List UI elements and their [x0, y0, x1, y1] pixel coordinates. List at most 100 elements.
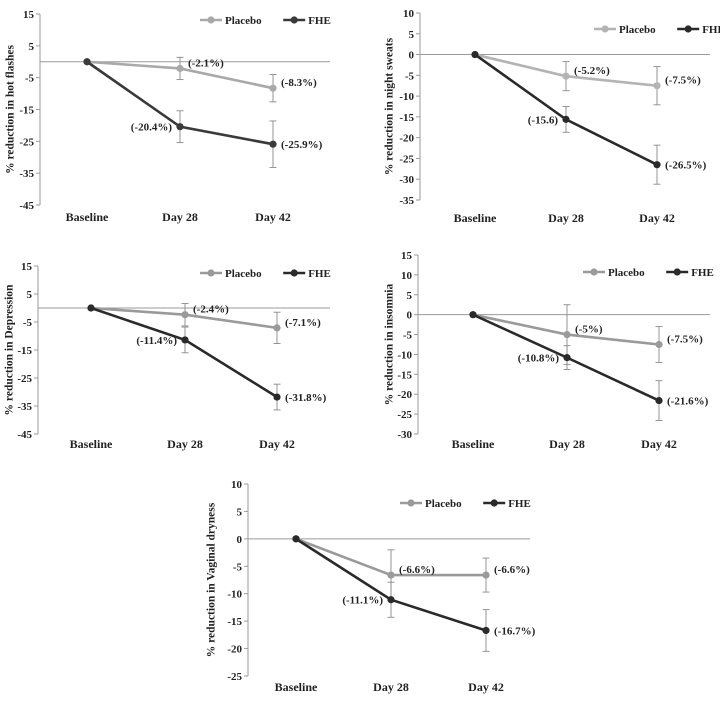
y-tick-label: -5: [23, 317, 33, 329]
data-point: [273, 393, 280, 400]
y-tick-label: -15: [227, 616, 242, 628]
series-placebo: (-5%) (-7.5%): [469, 305, 703, 365]
y-tick-label: -25: [227, 671, 242, 683]
data-label: (-16.7%): [494, 625, 536, 637]
y-tick-label: -35: [19, 168, 34, 180]
y-tick-label: -35: [17, 401, 32, 413]
data-label: (-25.9%): [281, 139, 323, 151]
legend-marker: [491, 499, 498, 506]
y-tick-label: 0: [237, 534, 243, 546]
data-label: (-11.1%): [342, 595, 383, 607]
x-tick-label: Baseline: [452, 437, 495, 451]
data-label: (-11.4%): [136, 335, 177, 347]
legend-marker: [674, 268, 681, 275]
data-point: [482, 627, 489, 634]
figure: 15 5 -5 -15 -25 -35 -45 % reduction in hot flas…: [0, 0, 720, 701]
data-label: (-2.1%): [188, 57, 224, 69]
y-tick-label: -15: [399, 112, 414, 124]
y-tick-label: -5: [405, 70, 415, 82]
y-tick-label: -10: [399, 91, 414, 103]
y-axis-label: % reduction in hot flashes: [5, 45, 17, 174]
y-axis-label: % reduction in insomnia: [384, 283, 396, 405]
x-tick-label: Day 42: [259, 437, 295, 451]
legend-label: Placebo: [608, 267, 645, 279]
x-tick-label: Day 42: [639, 211, 675, 225]
y-axis-label: % reduction in night sweats: [384, 37, 396, 175]
x-tick-label: Day 42: [255, 210, 291, 224]
legend-marker: [207, 269, 214, 276]
y-tick-label: -5: [233, 561, 243, 573]
y-tick-label: 15: [401, 250, 413, 262]
y-tick-label: 5: [409, 29, 415, 41]
legend: Placebo FHE: [200, 268, 331, 280]
y-tick-label: -20: [397, 389, 412, 401]
y-tick-label: -45: [17, 429, 32, 441]
data-point: [653, 82, 660, 89]
legend-label: Placebo: [619, 24, 656, 36]
data-label: (-8.3%): [281, 77, 317, 89]
x-tick-label: Day 28: [373, 680, 409, 694]
data-point: [482, 571, 489, 578]
y-tick-label: -30: [397, 429, 412, 441]
data-label: (-20.4%): [131, 122, 173, 134]
y-tick-label: 10: [403, 8, 415, 20]
series-placebo: (-6.6%) (-6.6%): [292, 535, 530, 600]
data-label: (-7.5%): [667, 334, 703, 346]
legend-marker: [685, 25, 692, 32]
y-tick-label: 10: [231, 479, 243, 491]
y-tick-label: -30: [399, 174, 414, 186]
y-tick-label: -15: [397, 369, 412, 381]
chart-5: 10 5 0 -5 -10 -15 -20 -25 % reduction in Vaginal…: [206, 479, 536, 694]
data-label: (-7.5%): [665, 75, 701, 87]
series-placebo: (-2.1%) (-8.3%): [83, 57, 317, 102]
legend: Placebo FHE: [583, 267, 714, 279]
data-point: [563, 331, 570, 338]
data-point: [87, 304, 94, 311]
data-point: [655, 341, 662, 348]
data-point: [181, 336, 188, 343]
data-point: [387, 571, 394, 578]
x-tick-label: Day 28: [167, 437, 203, 451]
y-tick-label: -20: [399, 133, 414, 145]
data-label: (-10.8%): [518, 353, 560, 365]
chart-4: 151050-5-10-15-20-25-30% reduction in in…: [384, 250, 714, 451]
series-line: [473, 315, 659, 345]
data-point: [269, 85, 276, 92]
y-axis-label: % reduction in Depression: [4, 284, 16, 415]
legend-label: FHE: [308, 268, 331, 280]
data-label: (-31.8%): [285, 392, 327, 404]
data-label: (-7.1%): [285, 317, 321, 329]
chart-1: 15 5 -5 -15 -25 -35 -45 % reduction in hot flas…: [5, 9, 331, 224]
y-axis-label: % reduction in Vaginal dryness: [206, 502, 218, 657]
data-label: (-26.5%): [665, 160, 707, 172]
data-label: (-15.6): [528, 114, 559, 126]
y-tick-label: 0: [409, 50, 415, 62]
data-point: [469, 311, 476, 318]
x-tick-label: Day 42: [641, 437, 677, 451]
data-label: (-6.6%): [399, 564, 435, 576]
legend: Placebo FHE: [200, 15, 331, 27]
data-label: (-5.2%): [574, 65, 610, 77]
legend-marker: [291, 16, 298, 23]
y-tick-label: -5: [25, 73, 35, 85]
data-label: (-6.6%): [494, 564, 530, 576]
legend-label: Placebo: [225, 15, 262, 27]
y-tick-label: 5: [407, 290, 413, 302]
legend-label: Placebo: [425, 498, 462, 510]
y-tick-label: -25: [19, 136, 34, 148]
chart-3: 15 5 -5 -15 -25 -35 -45 % reduction in Depressi…: [4, 261, 331, 451]
legend-label: FHE: [702, 24, 720, 36]
x-tick-label: Day 28: [548, 211, 584, 225]
legend-label: FHE: [508, 498, 531, 510]
data-label: (-21.6%): [667, 396, 709, 408]
y-tick-label: -20: [227, 644, 242, 656]
y-tick-label: -25: [17, 373, 32, 385]
x-tick-label: Baseline: [66, 210, 109, 224]
y-tick-label: 15: [21, 261, 33, 273]
data-point: [83, 58, 90, 65]
y-tick-label: -35: [399, 195, 414, 207]
legend-label: Placebo: [225, 268, 262, 280]
y-tick-label: -45: [19, 200, 34, 212]
y-tick-label: -25: [397, 409, 412, 421]
x-tick-label: Baseline: [70, 437, 113, 451]
